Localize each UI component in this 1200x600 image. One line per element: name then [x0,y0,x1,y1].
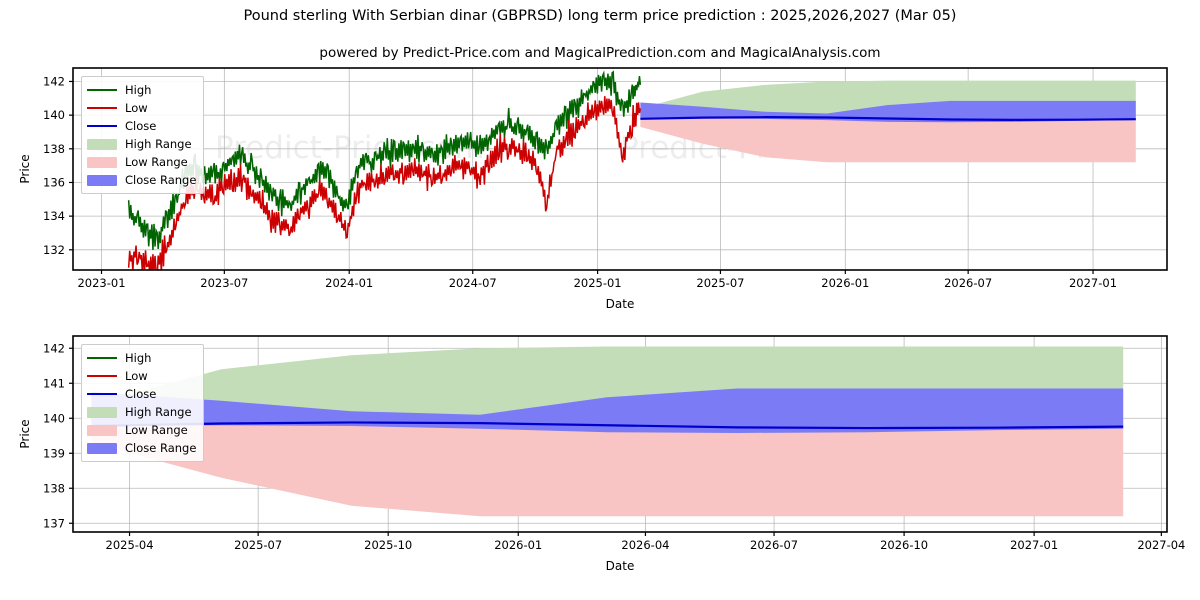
legend-swatch-line-icon [87,352,117,364]
series-line-high [127,70,642,250]
x-tick-label: 2026-10 [880,538,928,552]
legend-item-label: High Range [125,405,192,419]
top-chart-plot: Predict-Price.comPredict-Price.comPredic… [18,67,1168,311]
legend-swatch-patch-icon [87,424,117,436]
y-tick-label: 140 [43,411,65,425]
legend-item-high[interactable]: High [87,349,196,367]
legend-item-high-range[interactable]: High Range [87,135,196,153]
axes: 137 138 139 140 141 142 2025-04 2025-07 2025-10 2… [18,341,1185,573]
page-subtitle: powered by Predict-Price.com and Magical… [319,45,881,61]
legend-swatch-patch-icon [87,406,117,418]
band-low-range [640,117,1136,163]
y-tick-label: 137 [43,516,65,530]
legend-item-label: Close Range [125,173,197,187]
y-tick-label: 134 [43,209,65,223]
x-tick-label: 2027-01 [1010,538,1058,552]
series-line-close [91,421,1124,430]
band-low-range [91,422,1124,517]
x-tick-label: 2025-07 [234,538,282,552]
x-tick-label: 2025-01 [574,276,622,290]
legend-swatch-line-icon [87,84,117,96]
chart-legend[interactable]: High Low Close High Range Low Range Close Ran… [81,76,205,194]
series-line-low [127,96,642,270]
legend-item-label: Low Range [125,423,188,437]
legend-item-close[interactable]: Close [87,385,196,403]
legend-item-label: Low [125,369,148,383]
y-tick-label: 138 [43,142,65,156]
bottom-chart-panel: Predict-Price.comPredict-Price.com137138… [0,320,1200,600]
legend-item-low[interactable]: Low [87,367,196,385]
legend-item-label: High [125,351,152,365]
legend-item-label: Close Range [125,441,197,455]
y-tick-label: 142 [43,74,65,88]
bottom-chart-plot: Predict-Price.comPredict-Price.com137138… [18,335,1185,573]
legend-swatch-patch-icon [87,138,117,150]
x-axis-label: Date [606,559,635,573]
series-line-close [640,116,1136,121]
legend-swatch-line-icon [87,388,117,400]
legend-swatch-line-icon [87,102,117,114]
legend-item-low-range[interactable]: Low Range [87,153,196,171]
top-chart-panel: Predict-Price.comPredict-Price.comPredic… [18,67,1168,311]
y-tick-label: 142 [43,341,65,355]
legend-item-low-range[interactable]: Low Range [87,421,196,439]
legend-item-label: Low Range [125,155,188,169]
legend-item-label: Close [125,119,157,133]
legend-item-high-range[interactable]: High Range [87,403,196,421]
x-tick-label: 2024-07 [449,276,497,290]
legend-swatch-patch-icon [87,442,117,454]
legend-item-label: High Range [125,137,192,151]
x-tick-label: 2027-04 [1137,538,1185,552]
y-tick-label: 138 [43,481,65,495]
x-tick-label: 2026-01 [494,538,542,552]
legend-swatch-patch-icon [87,156,117,168]
legend-item-high[interactable]: High [87,81,196,99]
y-axis-label: Price [18,419,32,448]
x-tick-label: 2027-01 [1069,276,1117,290]
legend-item-label: High [125,83,152,97]
legend-item-close-range[interactable]: Close Range [87,439,196,457]
x-tick-label: 2026-07 [944,276,992,290]
y-tick-label: 132 [43,243,65,257]
legend-item-label: Close [125,387,157,401]
x-axis-label: Date [606,297,635,311]
y-tick-label: 139 [43,446,65,460]
chart-legend[interactable]: High Low Close High Range Low Range Close Ran… [81,344,205,462]
x-tick-label: 2023-01 [77,276,125,290]
axes: 132 134 136 138 140 142 2023-01 2023-07 2024-01 2… [18,74,1117,311]
legend-item-label: Low [125,101,148,115]
legend-item-low[interactable]: Low [87,99,196,117]
legend-item-close[interactable]: Close [87,117,196,135]
legend-item-close-range[interactable]: Close Range [87,171,196,189]
legend-swatch-line-icon [87,370,117,382]
x-tick-label: 2023-07 [200,276,248,290]
y-tick-label: 141 [43,376,65,390]
legend-swatch-patch-icon [87,174,117,186]
legend-swatch-line-icon [87,120,117,132]
x-tick-label: 2025-04 [106,538,154,552]
y-tick-label: 136 [43,175,65,189]
y-tick-label: 140 [43,108,65,122]
x-tick-label: 2026-07 [750,538,798,552]
x-tick-label: 2026-01 [821,276,869,290]
x-tick-label: 2024-01 [325,276,373,290]
y-axis-label: Price [18,154,32,183]
page-title: Pound sterling With Serbian dinar (GBPRS… [243,8,957,24]
x-tick-label: 2026-04 [621,538,669,552]
x-tick-label: 2025-07 [696,276,744,290]
x-tick-label: 2025-10 [364,538,412,552]
